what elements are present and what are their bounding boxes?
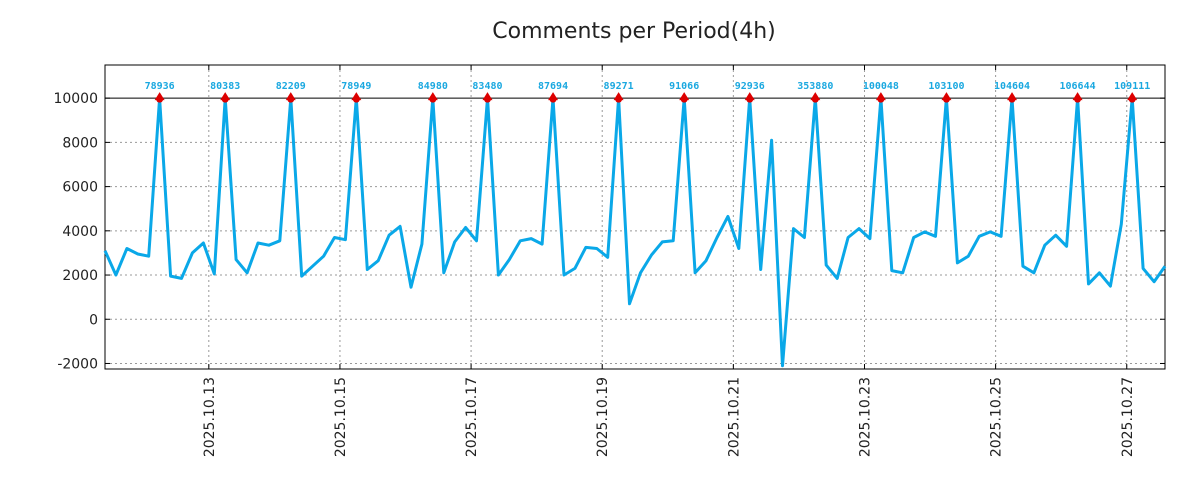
x-tick-label: 2025.10.21	[726, 377, 742, 457]
peak-marker-base	[877, 95, 885, 103]
peak-label: 91066	[669, 81, 699, 92]
peak-marker-base	[221, 95, 229, 103]
y-tick-label: 4000	[62, 224, 98, 240]
peak-marker-base	[615, 95, 623, 103]
x-tick-label: 2025.10.27	[1120, 377, 1136, 457]
peak-marker-base	[746, 95, 754, 103]
y-tick-label: 10000	[53, 91, 98, 107]
x-tick-label: 2025.10.15	[333, 377, 349, 457]
peak-marker-base	[156, 95, 164, 103]
peak-label: 92936	[735, 81, 765, 92]
x-tick-label: 2025.10.19	[595, 377, 611, 457]
peak-label: 104604	[994, 81, 1030, 92]
x-tick-label: 2025.10.23	[857, 377, 873, 457]
peak-marker-base	[287, 95, 295, 103]
y-tick-label: 2000	[62, 268, 98, 284]
plot-frame	[104, 64, 1166, 370]
y-tick-label: 8000	[62, 135, 98, 151]
chart-title: Comments per Period(4h)	[492, 19, 776, 44]
peak-label: 109111	[1114, 81, 1150, 92]
peak-marker-base	[483, 95, 491, 103]
peak-label: 82209	[276, 81, 306, 92]
peak-marker-base	[680, 95, 688, 103]
x-tick-label: 2025.10.25	[989, 377, 1005, 457]
peak-label: 103100	[928, 81, 964, 92]
axes: -2000 0 2000 4000 6000 8000 10000 2025.10.13 202…	[53, 64, 1166, 457]
peaks: 78936 80383 82209 78949 84980 83480 87694 89271…	[145, 81, 1150, 103]
peak-marker-base	[1008, 95, 1016, 103]
peak-marker-base	[1074, 95, 1082, 103]
grid	[105, 65, 1165, 369]
peak-label: 84980	[418, 81, 448, 92]
y-tick-label: 0	[89, 312, 98, 328]
peak-label: 78949	[341, 81, 371, 92]
peak-marker-base	[429, 95, 437, 103]
y-tick-label: 6000	[62, 180, 98, 196]
series-comments	[103, 96, 1167, 368]
y-tick-label: -2000	[57, 356, 98, 372]
peak-label: 353880	[797, 81, 833, 92]
peak-marker-base	[1128, 95, 1136, 103]
x-tick-label: 2025.10.17	[464, 377, 480, 457]
peak-marker-base	[811, 95, 819, 103]
peak-label: 80383	[210, 81, 240, 92]
peak-label: 87694	[538, 81, 568, 92]
peak-label: 83480	[472, 81, 502, 92]
peak-label: 100048	[863, 81, 899, 92]
peak-marker-base	[352, 95, 360, 103]
peak-marker-base	[549, 95, 557, 103]
peak-label: 89271	[604, 81, 634, 92]
series-line-comments	[103, 96, 1167, 368]
x-tick-label: 2025.10.13	[202, 377, 218, 457]
peak-marker-base	[942, 95, 950, 103]
peak-label: 106644	[1060, 81, 1096, 92]
peak-label: 78936	[145, 81, 175, 92]
